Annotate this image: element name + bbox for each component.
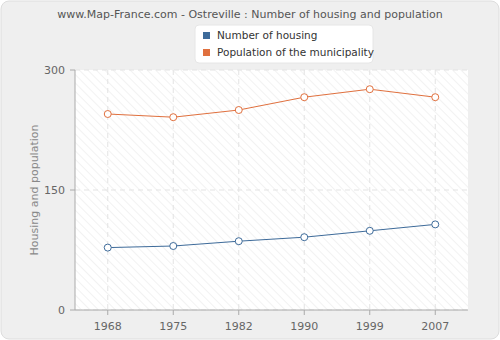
chart: www.Map-France.com - Ostreville : Number… — [0, 0, 500, 340]
x-axis — [75, 310, 468, 311]
legend-box — [195, 25, 373, 63]
x-tick-label: 1975 — [159, 320, 187, 333]
point — [170, 114, 177, 121]
grid-line — [304, 70, 305, 310]
y-tick-label: 300 — [44, 64, 65, 77]
point — [366, 227, 373, 234]
y-tick-label: 0 — [58, 304, 65, 317]
tick — [369, 310, 370, 315]
grid-line — [75, 310, 468, 311]
legend-swatch — [203, 32, 210, 39]
point — [104, 111, 111, 118]
point — [301, 234, 308, 241]
x-tick-label: 1990 — [290, 320, 318, 333]
point — [104, 244, 111, 251]
tick — [70, 70, 75, 71]
background — [0, 0, 500, 340]
tick — [70, 190, 75, 191]
grid-line — [75, 190, 468, 191]
tick — [173, 310, 174, 315]
grid-line — [75, 70, 468, 71]
grid-line — [107, 70, 108, 310]
x-tick-label: 1982 — [225, 320, 253, 333]
point — [170, 243, 177, 250]
point — [366, 86, 373, 93]
tick — [70, 310, 75, 311]
y-label: Housing and population — [28, 125, 41, 256]
series-line — [108, 224, 436, 247]
legend-label: Population of the municipality — [217, 46, 374, 58]
point — [235, 238, 242, 245]
tick — [435, 310, 436, 315]
grid-line — [435, 70, 436, 310]
grid-line — [369, 70, 370, 310]
series-line — [108, 89, 436, 117]
legend-swatch — [203, 49, 210, 56]
panel — [1, 1, 499, 339]
x-tick-label: 1999 — [356, 320, 384, 333]
point — [432, 94, 439, 101]
tick — [304, 310, 305, 315]
y-tick-label: 150 — [44, 184, 65, 197]
series-group — [104, 86, 439, 251]
x-tick-label: 1968 — [94, 320, 122, 333]
grid-line — [173, 70, 174, 310]
title: www.Map-France.com - Ostreville : Number… — [57, 8, 443, 21]
tick — [238, 310, 239, 315]
plot-area — [75, 70, 468, 310]
tick — [107, 310, 108, 315]
point — [301, 94, 308, 101]
point — [432, 221, 439, 228]
x-tick-label: 2007 — [421, 320, 449, 333]
y-axis — [75, 70, 76, 310]
legend-label: Number of housing — [217, 29, 317, 41]
point — [235, 107, 242, 114]
